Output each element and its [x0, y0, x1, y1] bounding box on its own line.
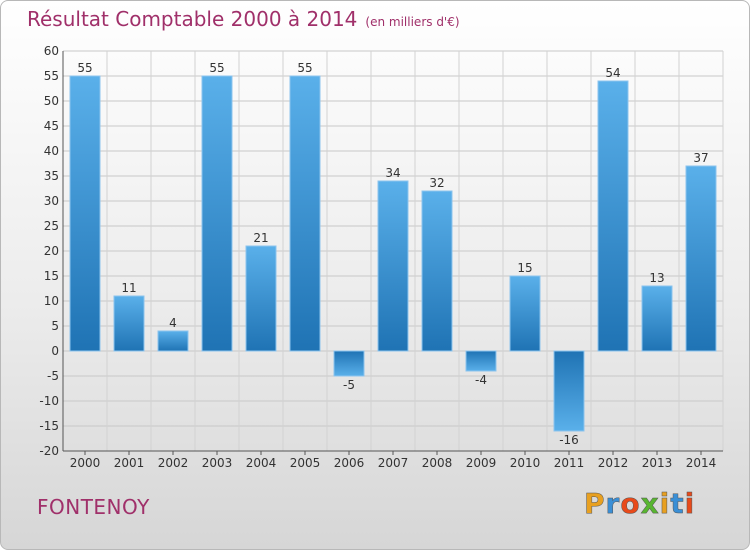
y-tick-label: 50	[44, 94, 59, 108]
x-tick-label: 2001	[114, 456, 145, 470]
bar	[377, 180, 409, 352]
x-tick-label: 2000	[70, 456, 101, 470]
label-layer: 55 11 4 55 21 55 -5 34 32 -4 15 -16 54 13 37	[77, 61, 708, 447]
y-tick-label: 60	[44, 44, 59, 58]
bar-layer	[69, 75, 717, 432]
data-label: 32	[429, 176, 444, 190]
data-label: 55	[77, 61, 92, 75]
logo-letter: x	[640, 487, 660, 521]
bar	[157, 330, 189, 352]
x-tick-label: 2009	[466, 456, 497, 470]
x-tick-label: 2008	[422, 456, 453, 470]
x-tick-label: 2003	[202, 456, 233, 470]
x-tick-label: 2010	[510, 456, 541, 470]
data-label: 37	[693, 151, 708, 165]
y-tick-label: 10	[44, 294, 59, 308]
data-label: 34	[385, 166, 400, 180]
data-label: 21	[253, 231, 268, 245]
logo-letter: P	[584, 487, 606, 521]
bar	[509, 275, 541, 352]
bar	[685, 165, 717, 352]
y-tick-label: 40	[44, 144, 59, 158]
data-label: 11	[121, 281, 136, 295]
x-tick-label: 2002	[158, 456, 189, 470]
bar	[421, 190, 453, 352]
axis-layer: -20 -15 -10 -5 0 5 10 15 20 25 30 35 40 45 50 55 60 2000 2…	[39, 44, 723, 470]
logo-letter: r	[605, 487, 621, 521]
bar	[465, 350, 497, 372]
x-tick-label: 2011	[554, 456, 585, 470]
logo-letter: i	[684, 487, 696, 521]
y-tick-label: 45	[44, 119, 59, 133]
logo-letter: i	[659, 487, 671, 521]
logo-letter: t	[670, 487, 685, 521]
x-tick-label: 2007	[378, 456, 409, 470]
data-label: 54	[605, 66, 620, 80]
x-tick-label: 2004	[246, 456, 277, 470]
x-tick-label: 2006	[334, 456, 365, 470]
title-text: Résultat Comptable 2000 à 2014	[27, 7, 358, 31]
bar	[113, 295, 145, 352]
data-label: -16	[559, 433, 579, 447]
chart-title: Résultat Comptable 2000 à 2014 (en millie…	[27, 7, 460, 31]
data-label: -4	[475, 373, 487, 387]
y-tick-label: -10	[39, 394, 59, 408]
proxiti-logo: Proxiti	[584, 487, 696, 521]
bar	[553, 350, 585, 432]
bar	[289, 75, 321, 352]
data-label: 55	[209, 61, 224, 75]
x-tick-label: 2014	[686, 456, 717, 470]
y-tick-label: 20	[44, 244, 59, 258]
y-tick-label: -20	[39, 444, 59, 458]
y-tick-label: 25	[44, 219, 59, 233]
bar	[245, 245, 277, 352]
city-name: FONTENOY	[37, 495, 150, 519]
y-tick-label: 35	[44, 169, 59, 183]
x-tick-label: 2012	[598, 456, 629, 470]
data-label: 55	[297, 61, 312, 75]
bar	[597, 80, 629, 352]
x-tick-label: 2013	[642, 456, 673, 470]
data-label: 4	[169, 316, 177, 330]
chart-subtitle: (en milliers d'€)	[365, 15, 460, 29]
bar	[69, 75, 101, 352]
y-tick-label: -5	[47, 369, 59, 383]
y-tick-label: 15	[44, 269, 59, 283]
bar	[641, 285, 673, 352]
logo-letter: o	[620, 487, 641, 521]
data-label: -5	[343, 378, 355, 392]
y-tick-label: 30	[44, 194, 59, 208]
y-tick-label: 5	[51, 319, 59, 333]
x-tick-label: 2005	[290, 456, 321, 470]
y-tick-label: -15	[39, 419, 59, 433]
y-tick-label: 55	[44, 69, 59, 83]
bar	[201, 75, 233, 352]
data-label: 13	[649, 271, 664, 285]
bar	[333, 350, 365, 377]
y-tick-label: 0	[51, 344, 59, 358]
data-label: 15	[517, 261, 532, 275]
